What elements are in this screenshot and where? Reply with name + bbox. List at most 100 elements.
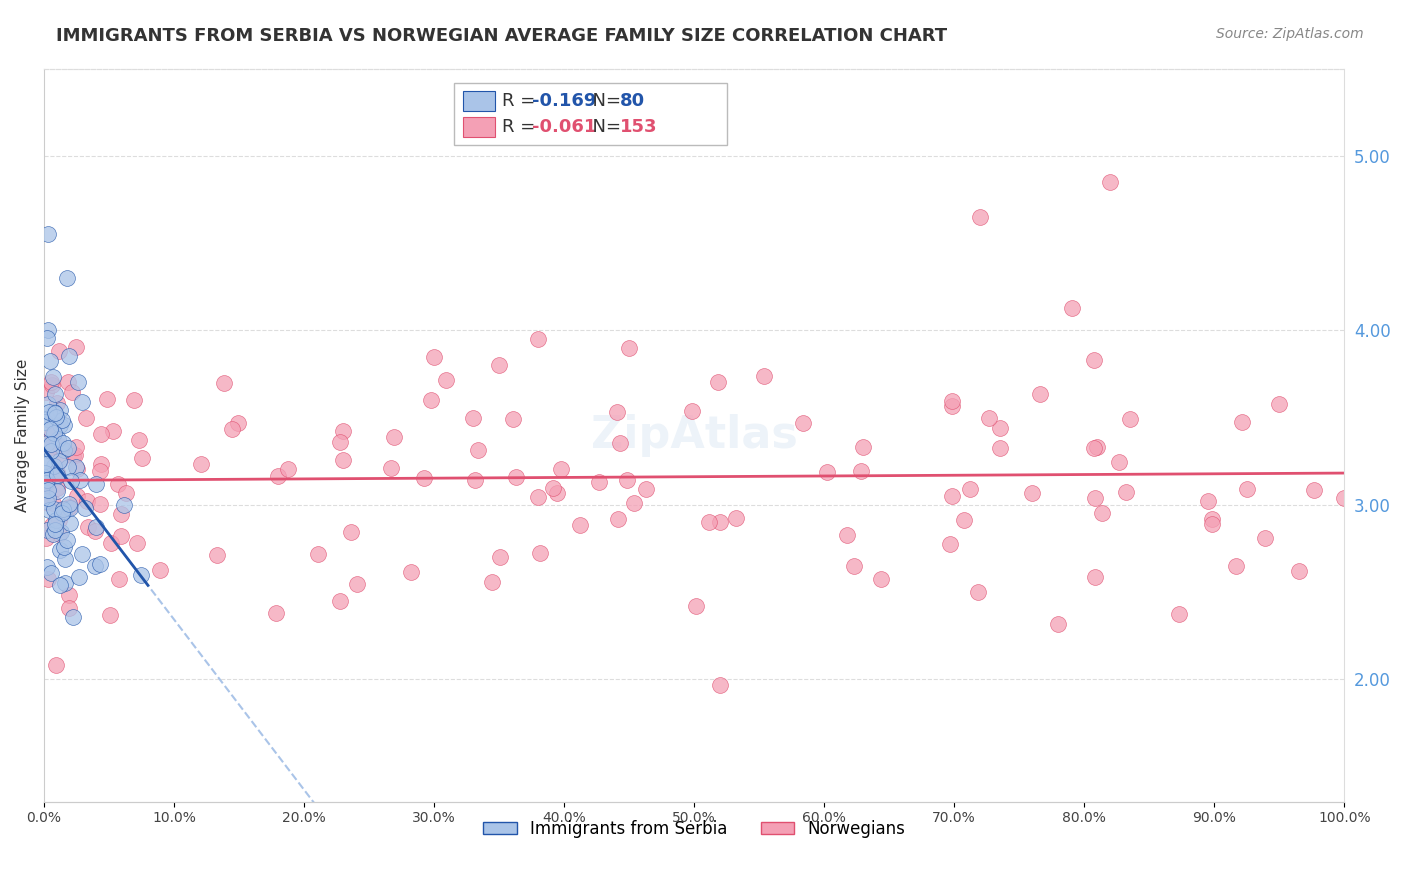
Point — [37, 572, 59, 586]
Point — [1302, 483, 1324, 497]
Point — [66, 489, 89, 503]
Point — [1108, 455, 1130, 469]
Point — [42, 496, 65, 510]
Point — [37, 523, 59, 537]
Point — [60, 384, 83, 399]
Point — [959, 482, 981, 496]
Point — [63, 448, 86, 462]
Point — [606, 405, 628, 419]
Text: R =: R = — [502, 92, 541, 110]
Point — [52, 443, 75, 458]
Point — [38, 503, 60, 517]
Text: -0.169: -0.169 — [531, 92, 596, 110]
Point — [89, 464, 111, 478]
Point — [623, 496, 645, 510]
Point — [107, 477, 129, 491]
Point — [844, 559, 866, 574]
Point — [70, 547, 93, 561]
Point — [100, 535, 122, 549]
Point — [461, 411, 484, 425]
Point — [1084, 570, 1107, 584]
Point — [48, 513, 70, 527]
Point — [505, 470, 527, 484]
Point — [340, 524, 363, 539]
Point — [59, 516, 82, 530]
Point — [52, 502, 75, 516]
Point — [69, 474, 91, 488]
Point — [48, 343, 70, 358]
Point — [616, 473, 638, 487]
Point — [34, 466, 56, 480]
Point — [467, 442, 489, 457]
Point — [709, 678, 731, 692]
Point — [1333, 491, 1355, 505]
Point — [550, 462, 572, 476]
Point — [190, 457, 212, 471]
Point — [41, 443, 63, 458]
Point — [48, 527, 70, 541]
Point — [45, 657, 67, 672]
Point — [870, 572, 893, 586]
Point — [35, 331, 58, 345]
Point — [98, 607, 121, 622]
Point — [35, 412, 58, 426]
Point — [707, 375, 730, 389]
Point — [52, 501, 75, 516]
Point — [75, 411, 97, 425]
Text: R =: R = — [502, 118, 541, 136]
Point — [967, 585, 990, 599]
Point — [709, 515, 731, 529]
Point — [89, 557, 111, 571]
Point — [1267, 397, 1289, 411]
Point — [815, 465, 838, 479]
Point — [90, 427, 112, 442]
Point — [55, 551, 77, 566]
Point — [541, 481, 564, 495]
Point — [49, 418, 72, 433]
Point — [488, 550, 510, 565]
Point — [221, 422, 243, 436]
Point — [122, 392, 145, 407]
Point — [73, 501, 96, 516]
Point — [205, 548, 228, 562]
Point — [35, 475, 58, 490]
Point — [44, 516, 66, 531]
Point — [46, 396, 69, 410]
Point — [1091, 507, 1114, 521]
Point — [44, 459, 66, 474]
Point — [380, 461, 402, 475]
Point — [66, 462, 89, 476]
Point — [588, 475, 610, 489]
Point — [53, 417, 76, 432]
Point — [685, 599, 707, 614]
Point — [107, 572, 129, 586]
Point — [35, 489, 58, 503]
Point — [58, 588, 80, 602]
Point — [346, 577, 368, 591]
Point — [329, 594, 352, 608]
Point — [131, 567, 153, 582]
Point — [547, 486, 569, 500]
Point — [792, 417, 814, 431]
Point — [62, 449, 84, 463]
Point — [58, 349, 80, 363]
Point — [48, 454, 70, 468]
Point — [34, 470, 56, 484]
Point — [35, 457, 58, 471]
Point — [115, 485, 138, 500]
Point — [264, 606, 287, 620]
Point — [39, 437, 62, 451]
Point — [481, 575, 503, 590]
Point — [131, 450, 153, 465]
Point — [90, 458, 112, 472]
Point — [34, 494, 56, 508]
Point — [37, 491, 59, 506]
Point — [35, 495, 58, 509]
FancyBboxPatch shape — [463, 117, 495, 137]
Text: Source: ZipAtlas.com: Source: ZipAtlas.com — [1216, 27, 1364, 41]
Point — [67, 375, 90, 389]
Point — [502, 412, 524, 426]
Point — [76, 520, 98, 534]
Point — [1201, 512, 1223, 526]
Point — [35, 384, 58, 399]
